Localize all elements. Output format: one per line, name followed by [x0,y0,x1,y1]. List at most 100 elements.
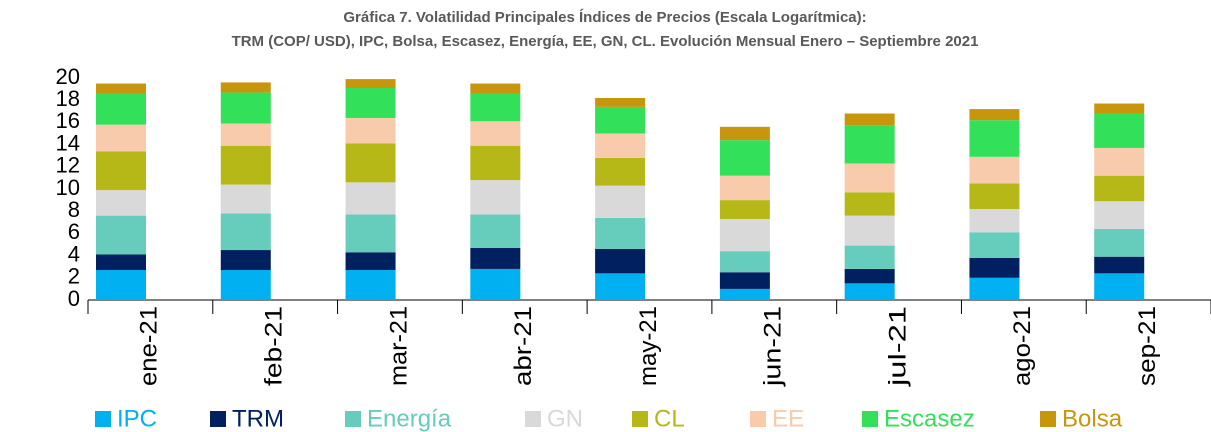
bar-segment [96,270,146,300]
bar-segment [220,145,271,185]
bar-segment [96,83,146,94]
legend-swatch [632,411,648,427]
bar-segment [96,190,146,216]
bar-segment [220,270,271,300]
bar-segment [470,83,521,94]
bar-segment [96,215,146,255]
x-tick-label: feb-21 [261,306,288,386]
bar-segment [719,272,770,289]
bar-segment [719,200,770,219]
bar-segment [1094,113,1145,148]
bar-segment [595,185,646,218]
bar-segment [470,121,521,146]
legend-swatch [862,411,878,427]
y-tick-label: 18 [56,86,80,111]
bar-segment [719,218,770,252]
bar-segment [595,106,646,134]
bar-segment [470,180,521,215]
bar-segment [345,252,396,271]
bar-segment [844,215,895,246]
bar-segment [844,113,895,126]
y-tick-label: 16 [56,108,80,133]
bar-segment [470,145,521,181]
bar-segment [844,163,895,193]
legend-label: CL [654,405,685,432]
bar-segment [969,232,1020,258]
bar-segment [844,283,895,300]
bar-segment [345,117,396,144]
legend-label: Bolsa [1062,405,1123,432]
bar-segment [345,182,396,215]
bar-segment [969,156,1020,184]
y-tick-label: 14 [56,130,80,155]
bar-segment [345,87,396,118]
bar-segment [96,151,146,191]
bar-segment [719,140,770,176]
bar-segment [969,208,1020,233]
x-tick-label: mar-21 [385,306,412,386]
legend-label: Escasez [884,405,975,432]
legend-swatch [210,411,226,427]
bar-segment [220,123,271,146]
bar-segment [345,143,396,183]
x-tick-label: abr-21 [510,306,537,386]
bar-segment [470,247,521,269]
legend-label: EE [772,405,804,432]
bar-segment [220,213,271,251]
y-tick-label: 2 [68,264,80,289]
y-tick-label: 10 [56,175,80,200]
bar-segment [96,254,146,271]
y-tick-label: 4 [68,241,80,266]
bar-segment [220,92,271,124]
x-tick-label: jun-21 [760,306,787,387]
bar-segment [1094,201,1145,229]
x-tick-label: jul-21 [884,306,911,387]
chart-subtitle: TRM (COP/ USD), IPC, Bolsa, Escasez, Ene… [232,33,979,50]
bar-segment [1094,147,1145,176]
legend-label: IPC [117,405,157,432]
bar-segment [969,257,1020,278]
bar-segment [220,82,271,93]
y-tick-label: 0 [68,286,80,311]
bar-segment [969,120,1020,157]
bar-segment [345,79,396,88]
bar-segment [1094,103,1145,114]
bar-segment [844,125,895,164]
bar-segment [1094,228,1145,257]
chart-title: Gráfica 7. Volatilidad Principales Índic… [343,9,866,26]
bar-segment [220,184,271,214]
x-tick-label: may-21 [635,306,662,386]
legend-label: Energía [367,405,452,432]
legend-swatch [525,411,541,427]
bar-segment [345,214,396,253]
bar-segment [470,214,521,248]
bar-segment [719,175,770,201]
bar-segment [595,133,646,158]
legend-swatch [345,411,361,427]
x-tick-label: ene-21 [136,306,163,386]
y-tick-label: 6 [68,219,80,244]
bar-segment [969,183,1020,209]
y-tick-label: 20 [56,64,80,89]
bar-segment [844,268,895,284]
bar-segment [470,93,521,122]
legend-swatch [1040,411,1056,427]
bar-segment [1094,175,1145,202]
bar-segment [96,124,146,152]
bar-segment [844,192,895,216]
y-tick-label: 12 [56,153,80,178]
legend-swatch [95,411,111,427]
bar-segment [844,245,895,269]
bar-segment [969,109,1020,121]
bar-segment [969,277,1020,300]
bar-segment [345,270,396,300]
bar-segment [719,251,770,273]
bar-segment [595,217,646,249]
legend-label: GN [547,405,583,432]
bar-segment [595,248,646,274]
bar-segment [96,93,146,125]
legend-label: TRM [232,405,284,432]
bar-segment [595,97,646,107]
bar-segment [220,250,271,271]
